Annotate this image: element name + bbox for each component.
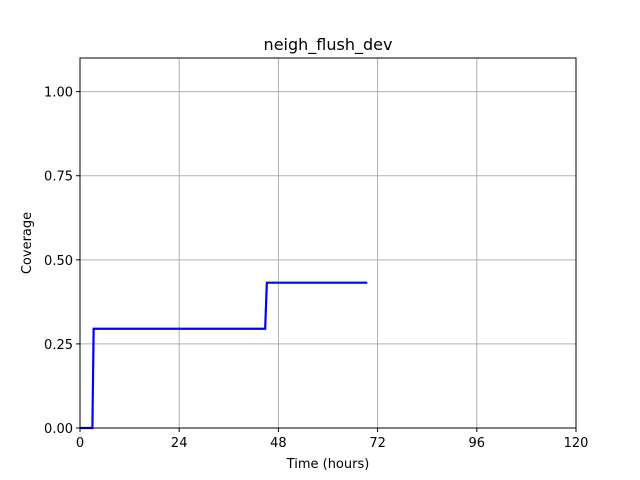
x-tick-label: 48	[270, 436, 287, 451]
series-line	[80, 281, 368, 430]
y-tick-label: 0.50	[44, 254, 73, 269]
x-tick-label: 120	[564, 436, 589, 451]
x-tick-label: 72	[369, 436, 386, 451]
grid-lines	[79, 58, 577, 429]
x-axis: 0 24 48 72 96 120	[76, 428, 589, 451]
y-tick-label: 0.00	[44, 422, 73, 437]
x-tick-label: 0	[76, 436, 84, 451]
y-tick-label: 1.00	[44, 86, 73, 101]
x-tick-label: 96	[469, 436, 486, 451]
plot-frame	[79, 57, 577, 429]
y-tick-label: 0.75	[44, 170, 73, 185]
x-tick-label: 24	[171, 436, 188, 451]
series-layer	[80, 281, 368, 430]
chart-title: neigh_flush_dev	[264, 35, 393, 55]
y-axis: 0.00 0.25 0.50 0.75 1.00	[44, 86, 80, 437]
x-axis-title: Time (hours)	[286, 457, 370, 472]
y-axis-title: Coverage	[20, 212, 35, 274]
y-tick-label: 0.25	[44, 338, 73, 353]
